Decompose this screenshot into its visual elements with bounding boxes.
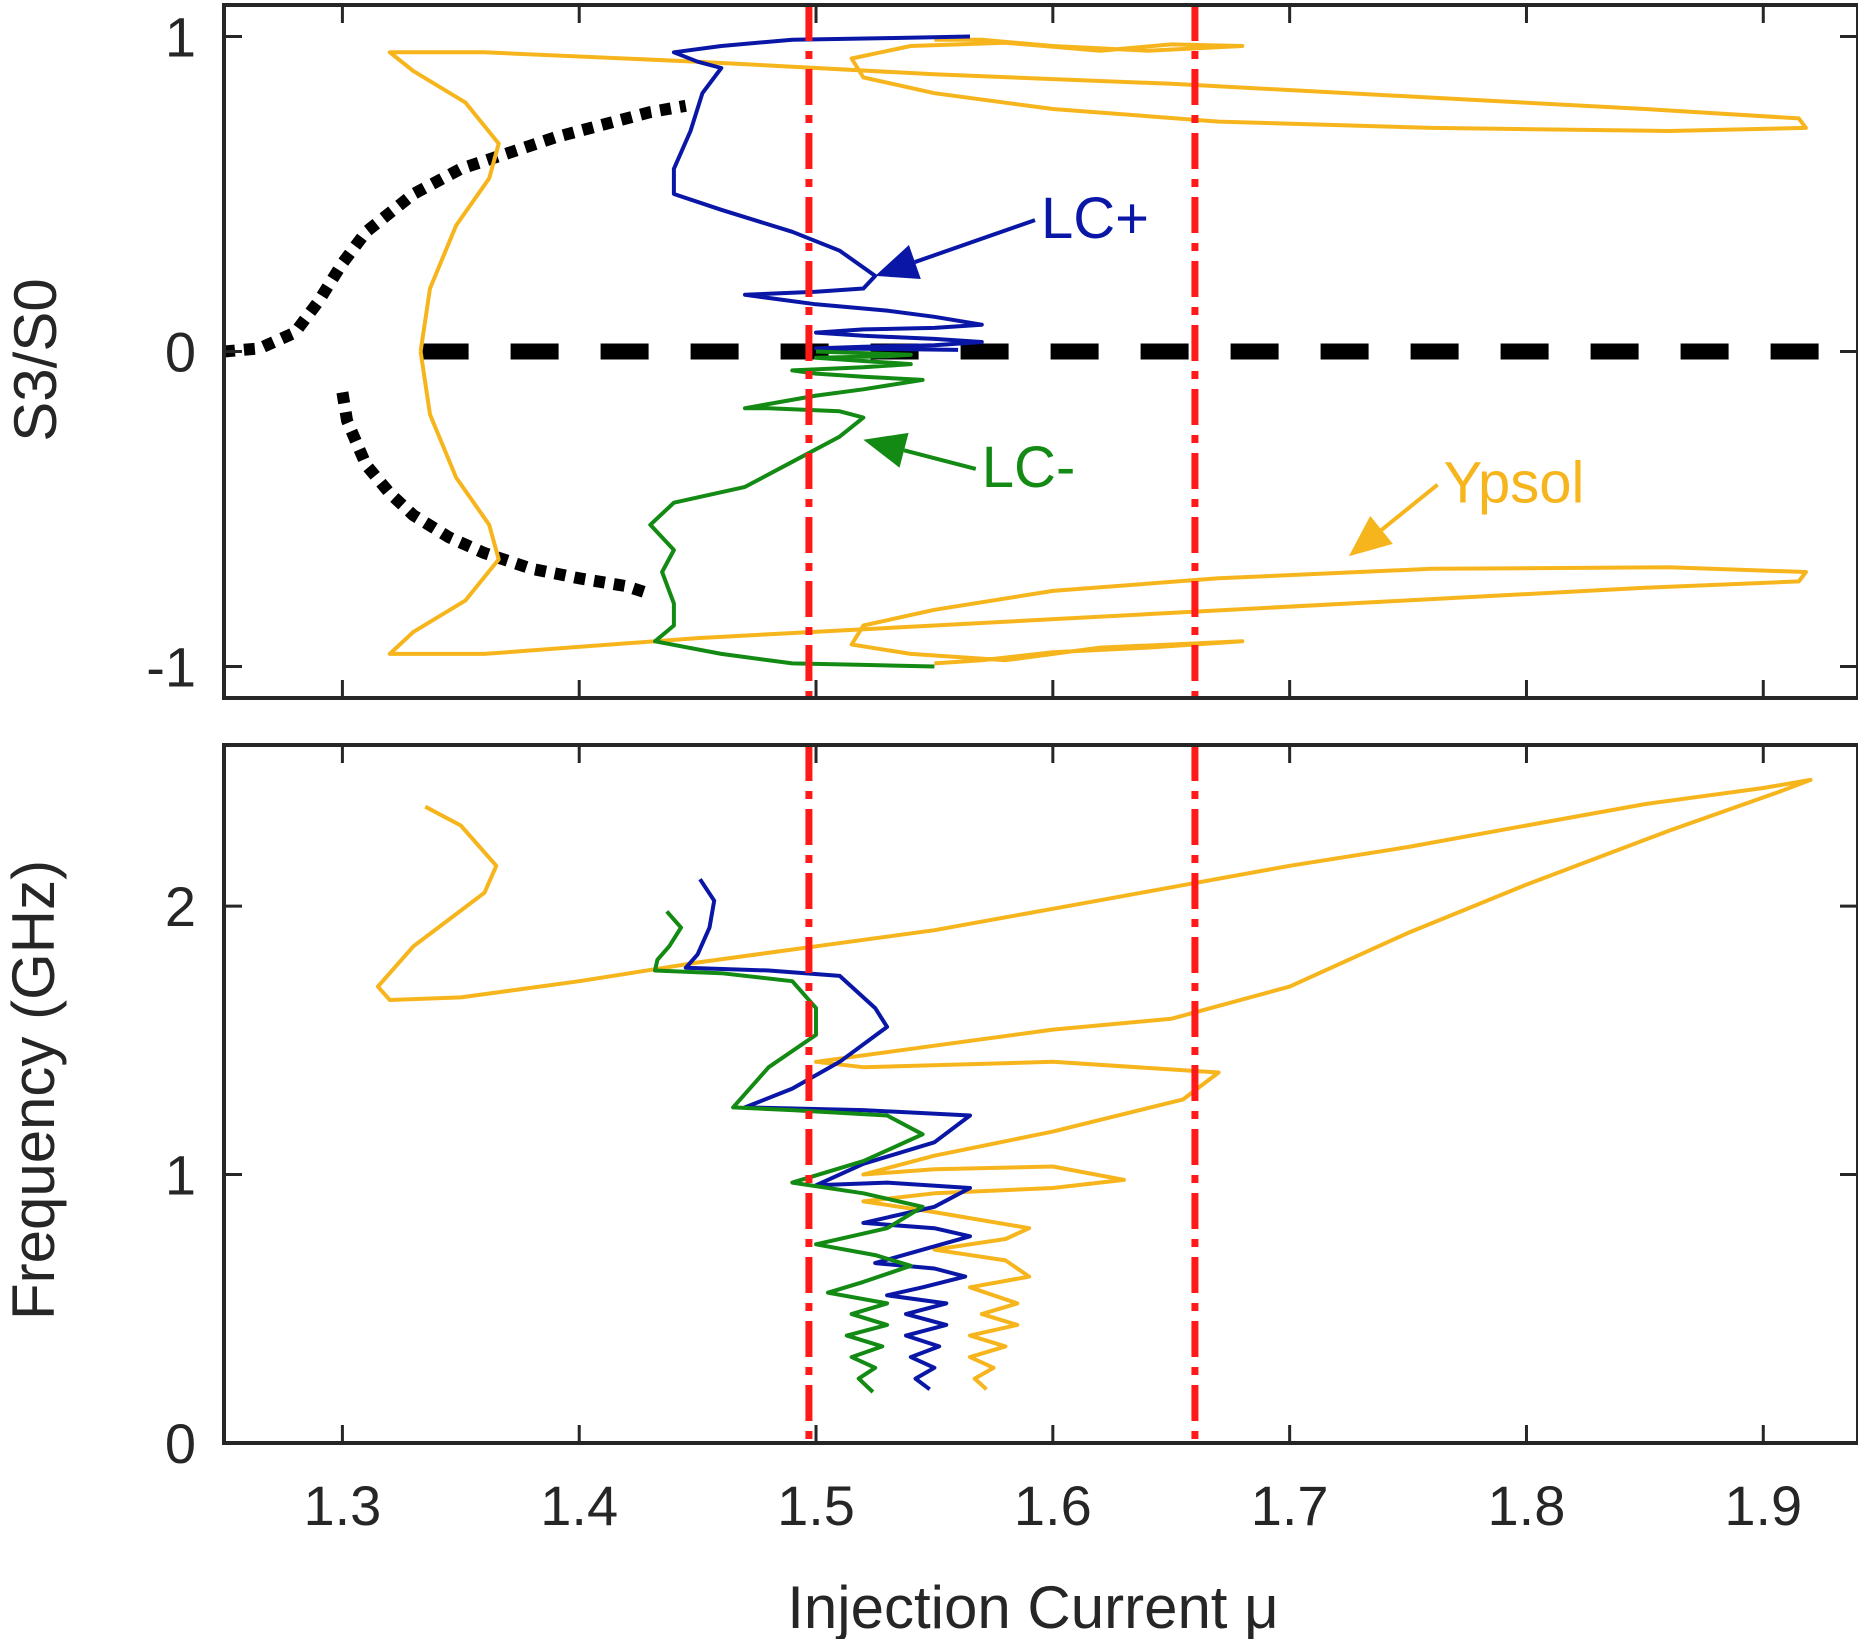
x-axis-label: Injection Current μ	[787, 1574, 1278, 1639]
bottom-y-axis-label: Frequency (GHz)	[0, 860, 67, 1320]
annotation-arrow-2	[1380, 483, 1439, 532]
annotation-arrowhead-1	[863, 432, 909, 468]
annotation-arrow-1	[903, 448, 977, 471]
bot-series-lc-	[683, 878, 972, 1391]
bot-xtick-label-4: 1.7	[1251, 1474, 1329, 1537]
annotation-label-lc-: LC-	[982, 435, 1075, 500]
top-series-ypsol-lower	[387, 351, 1808, 666]
top-ytick-label-1: 0	[165, 321, 196, 384]
top-vlines-group	[805, 5, 1199, 698]
top-y-axis-label: S3/S0	[2, 278, 69, 441]
annotation-arrowhead-0	[875, 245, 921, 280]
top-ticks-group: -1 0 1	[146, 5, 1858, 699]
bottom-ticks-group: 0 1 2 1.3 1.4 1.5 1.6 1.7 1.8 1.9	[165, 745, 1858, 1537]
annotation-arrow-0	[914, 218, 1036, 264]
bot-ytick-label-0: 0	[165, 1412, 196, 1475]
top-panel: -1 0 1 LC+ LC- Ypsol S3/S0	[2, 3, 1858, 700]
bottom-vlines-group	[805, 745, 1199, 1443]
top-series-group	[223, 34, 1858, 669]
bot-xtick-label-3: 1.6	[1014, 1474, 1092, 1537]
bottom-panel: 0 1 2 1.3 1.4 1.5 1.6 1.7 1.8 1.9 Frequency (GHz)…	[0, 743, 1858, 1639]
top-ytick-label-2: 1	[165, 6, 196, 69]
bot-series-lc-	[653, 910, 925, 1394]
bottom-axes-frame	[222, 743, 1858, 1445]
bot-ytick-label-2: 2	[165, 875, 196, 938]
top-series-lc-	[671, 34, 984, 352]
top-annotations-group: LC+ LC- Ypsol	[863, 186, 1585, 557]
bot-series-ypsol	[375, 777, 1813, 1391]
bot-xtick-label-5: 1.8	[1488, 1474, 1566, 1537]
bot-xtick-label-2: 1.5	[777, 1474, 855, 1537]
bot-xtick-label-0: 1.3	[303, 1474, 381, 1537]
bot-ytick-label-1: 1	[165, 1144, 196, 1207]
bot-xtick-label-1: 1.4	[540, 1474, 618, 1537]
annotation-arrowhead-2	[1348, 515, 1393, 557]
top-series-unstable-lower	[336, 391, 653, 600]
annotation-label-lc-: LC+	[1041, 186, 1149, 251]
top-ytick-label-0: -1	[146, 636, 196, 699]
annotation-label-ypsol: Ypsol	[1444, 451, 1585, 516]
top-series-unstable-upper	[223, 99, 687, 358]
top-series-lc-	[648, 349, 935, 669]
bottom-series-group	[375, 777, 1813, 1394]
top-series-ypsol	[387, 37, 1808, 352]
bot-xtick-label-6: 1.9	[1724, 1474, 1802, 1537]
